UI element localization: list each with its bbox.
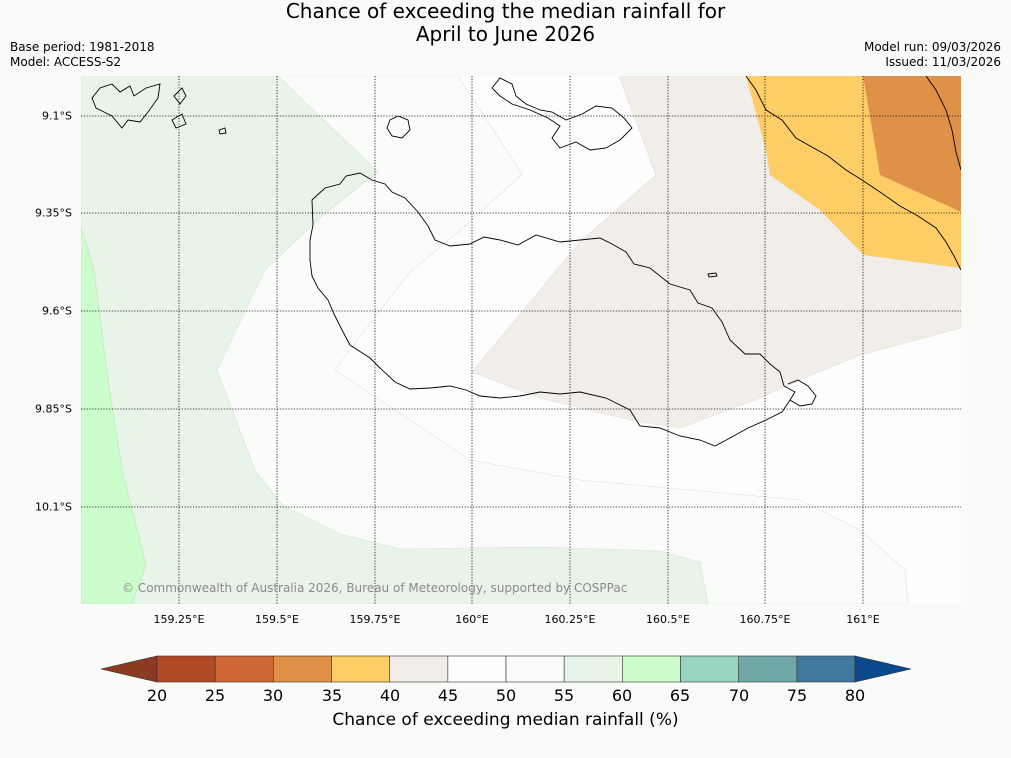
colorbar-tick-9: 65 <box>669 686 691 705</box>
lon-label-4: 160.25°E <box>544 613 596 626</box>
marau-sound-coast <box>787 379 817 407</box>
malaita-east-coast <box>925 76 961 171</box>
colorbar-segment <box>622 655 681 683</box>
lat-label-0: 9.1°S <box>42 109 72 123</box>
islet-coast-c <box>218 127 227 135</box>
colorbar-segment <box>156 655 216 683</box>
malaita-coast <box>745 76 961 271</box>
region-60-65 <box>81 225 147 604</box>
islet-coast-b <box>171 113 187 129</box>
colorbar-tick-10: 70 <box>728 686 750 705</box>
colorbar-segment <box>796 655 856 683</box>
lon-label-1: 159.5°E <box>255 613 299 626</box>
colorbar-tick-6: 50 <box>495 686 517 705</box>
region-40-45 <box>471 76 961 429</box>
map-panel <box>81 76 961 604</box>
colorbar-tick-5: 45 <box>437 686 459 705</box>
small-island-coast <box>707 272 718 278</box>
base-period: Base period: 1981-2018 <box>10 40 155 54</box>
lat-label-3: 9.85°S <box>35 402 72 416</box>
lon-label-6: 160.75°E <box>739 613 791 626</box>
lon-label-2: 159.75°E <box>349 613 401 626</box>
colorbar-tick-11: 75 <box>786 686 808 705</box>
colorbar-tick-1: 25 <box>204 686 226 705</box>
coastlines <box>91 76 961 447</box>
guadalcanal-coast <box>309 172 796 447</box>
copyright-text: © Commonwealth of Australia 2026, Bureau… <box>122 581 628 595</box>
colorbar-segment <box>563 655 623 683</box>
colorbar-segment <box>214 655 274 683</box>
lon-label-0: 159.25°E <box>153 613 205 626</box>
colorbar-segment <box>389 655 449 683</box>
colorbar-tick-7: 55 <box>553 686 575 705</box>
region-50-55 <box>216 76 909 604</box>
meta-left: Base period: 1981-2018 Model: ACCESS-S2 <box>10 40 155 70</box>
colorbar-tick-3: 35 <box>321 686 343 705</box>
colorbar-tick-12: 80 <box>844 686 866 705</box>
colorbar-segment <box>505 655 565 683</box>
colorbar-label: Chance of exceeding median rainfall (%) <box>332 710 679 730</box>
lon-label-3: 160°E <box>455 613 489 626</box>
colorbar-tick-0: 20 <box>146 686 168 705</box>
colorbar-segment <box>854 655 912 683</box>
islet-coast-a <box>173 87 187 105</box>
colorbar-segment <box>100 655 158 683</box>
lat-label-2: 9.6°S <box>42 304 72 318</box>
chart-title: Chance of exceeding the median rainfall … <box>0 0 1011 46</box>
lon-label-7: 161°E <box>846 613 880 626</box>
lat-label-1: 9.35°S <box>35 206 72 220</box>
gridlines <box>81 76 961 604</box>
region-35-40 <box>746 76 961 268</box>
russell-islands-coast <box>91 83 161 129</box>
colorbar-segment <box>273 655 332 683</box>
model-run: Model run: 09/03/2026 <box>863 40 1001 54</box>
colorbar-segment <box>447 655 507 683</box>
lon-label-5: 160.5°E <box>646 613 690 626</box>
savo-island-coast <box>386 115 411 139</box>
region-30-35 <box>863 76 961 212</box>
colorbar-segment <box>331 655 390 683</box>
title-line-2: April to June 2026 <box>415 22 596 46</box>
colorbar-tick-4: 40 <box>379 686 401 705</box>
title-line-1: Chance of exceeding the median rainfall … <box>285 0 726 23</box>
colorbar-tick-2: 30 <box>262 686 284 705</box>
issued-date: Issued: 11/03/2026 <box>885 55 1001 69</box>
colorbar-segment <box>738 655 798 683</box>
colorbar-tick-8: 60 <box>611 686 633 705</box>
model-name: Model: ACCESS-S2 <box>10 55 122 69</box>
lat-label-4: 10.1°S <box>35 500 72 514</box>
nggela-islands-coast <box>491 77 633 151</box>
colorbar <box>100 655 912 683</box>
colorbar-segment <box>680 655 740 683</box>
meta-right: Model run: 09/03/2026 Issued: 11/03/2026 <box>864 40 1001 70</box>
